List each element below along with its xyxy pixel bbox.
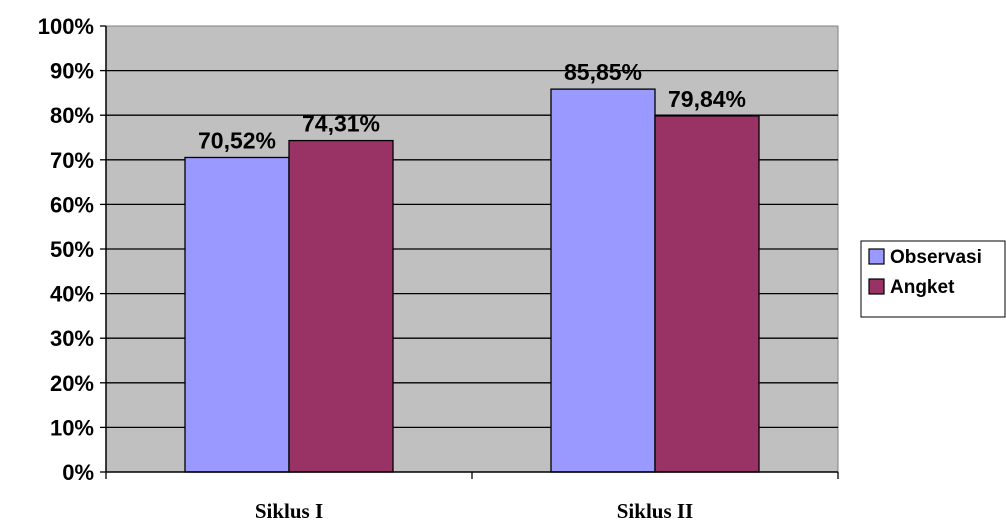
x-tick-label: Siklus II (617, 499, 693, 523)
bar-angket-1 (288, 139, 394, 473)
axes: 0% 10% 20% 30% 40% 50% 60% 70% 80% 90% 100% Siklus … (38, 14, 839, 523)
data-label: 79,84% (668, 86, 746, 112)
y-tick-label: 20% (50, 371, 94, 396)
data-label: 70,52% (198, 127, 276, 153)
y-tick-label: 70% (50, 148, 94, 173)
legend-swatch-angket (868, 278, 885, 295)
y-tick-label: 30% (50, 326, 94, 351)
y-tick-label: 100% (38, 14, 94, 39)
y-tick-label: 60% (50, 192, 94, 217)
y-tick-label: 90% (50, 59, 94, 84)
x-tick-label: Siklus I (255, 499, 323, 523)
bar-observasi-2 (550, 88, 656, 473)
legend: Observasi Angket (860, 240, 1006, 318)
legend-box (860, 240, 1006, 318)
y-tick-label: 80% (50, 103, 94, 128)
bars (184, 88, 760, 473)
y-tick-label: 10% (50, 415, 94, 440)
data-label: 74,31% (302, 111, 380, 137)
y-tick-label: 50% (50, 237, 94, 262)
bar-angket-2 (654, 115, 760, 473)
data-label: 85,85% (564, 59, 642, 85)
bar-observasi-1 (184, 156, 290, 473)
legend-label-observasi: Observasi (890, 247, 982, 268)
data-labels: 70,52% 74,31% 85,85% 79,84% (198, 59, 746, 153)
legend-label-angket: Angket (890, 277, 955, 298)
y-tick-label: 0% (62, 460, 94, 485)
y-tick-label: 40% (50, 282, 94, 307)
legend-swatch-observasi (868, 248, 885, 265)
